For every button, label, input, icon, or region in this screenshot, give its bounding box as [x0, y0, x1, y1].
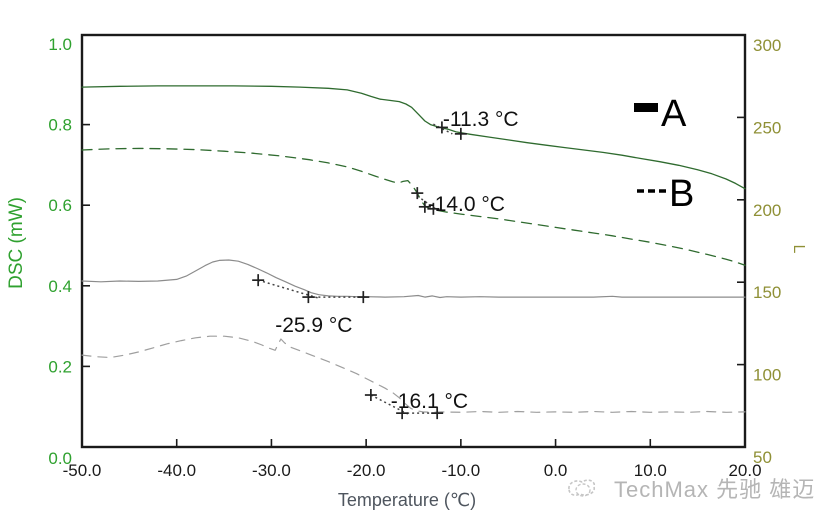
x-tick-label: -10.0 — [441, 461, 480, 480]
annotation-label: -14.0 °C — [428, 193, 505, 216]
annotation-label: -16.1 °C — [391, 390, 468, 413]
y-left-tick-label: 1.0 — [48, 35, 72, 54]
series-B-path — [81, 147, 746, 266]
y-right-tick-label: 250 — [753, 118, 781, 137]
legend-label-a: A — [661, 93, 687, 135]
chart-generated-layer: -50.0 -40.0 -30.0 -20.0 -10.0 0.0 10.0 20.0 1.0 0… — [48, 33, 781, 480]
y-left-tick-label: 0.2 — [48, 357, 72, 376]
x-tick-label: 0.0 — [544, 461, 568, 480]
y-left-tick-label: 0.6 — [48, 196, 72, 215]
series-A-path — [81, 85, 746, 190]
y-left-tick-label: 0.8 — [48, 116, 72, 135]
legend-label-b: B — [669, 173, 694, 215]
y-right-tick-label: 200 — [753, 201, 781, 220]
series-gray-solid-path — [81, 259, 746, 299]
y-right-tick-label: 100 — [753, 366, 781, 385]
y-left-tick-label: 0.4 — [48, 277, 72, 296]
annotation-label: -25.9 °C — [275, 314, 352, 337]
right-axis-title: L — [790, 245, 807, 254]
legend-swatch-solid — [634, 103, 658, 112]
annotation-label: -11.3 °C — [443, 108, 519, 131]
series-gray-dashed-path — [81, 335, 746, 413]
left-axis-title: DSC (mW) — [6, 197, 27, 289]
annotation-tangent-line — [433, 123, 453, 135]
y-left-tick-label: 0.0 — [48, 449, 72, 468]
y-right-tick-label: 150 — [753, 283, 781, 302]
annotation-tangent-line — [370, 394, 409, 415]
x-tick-label: -50.0 — [63, 461, 102, 480]
y-right-tick-label: 300 — [753, 36, 781, 55]
watermark-text: TechMax 先驰 雄迈 — [614, 477, 816, 502]
y-right-tick-label: 50 — [753, 448, 772, 467]
x-axis-title: Temperature (℃) — [338, 490, 476, 510]
x-tick-label: -40.0 — [157, 461, 196, 480]
watermark-logo-icon — [568, 479, 596, 497]
x-tick-label: 10.0 — [634, 461, 667, 480]
x-tick-label: -30.0 — [252, 461, 291, 480]
x-tick-label: 20.0 — [728, 461, 761, 480]
plot-frame — [80, 33, 747, 449]
watermark: TechMax 先驰 雄迈 — [566, 472, 815, 504]
x-tick-label: -20.0 — [347, 461, 386, 480]
